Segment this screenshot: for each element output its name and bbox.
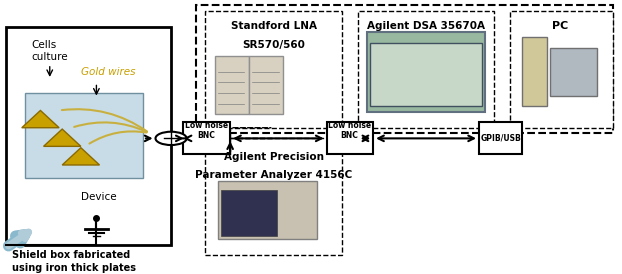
Text: using iron thick plates: using iron thick plates bbox=[12, 263, 136, 273]
Bar bbox=[221, 190, 277, 236]
Bar bbox=[358, 11, 494, 128]
Polygon shape bbox=[62, 148, 100, 165]
Text: Low noise
BNC: Low noise BNC bbox=[328, 121, 371, 140]
Bar bbox=[196, 5, 613, 133]
Polygon shape bbox=[44, 129, 81, 146]
Bar bbox=[249, 56, 283, 115]
Text: Standford LNA: Standford LNA bbox=[231, 21, 317, 31]
Bar bbox=[218, 181, 317, 239]
Bar bbox=[25, 93, 143, 178]
Bar bbox=[6, 27, 171, 245]
Text: SR570/560: SR570/560 bbox=[242, 40, 305, 50]
Text: GPIB/USB: GPIB/USB bbox=[480, 134, 521, 143]
Text: Agilent DSA 35670A: Agilent DSA 35670A bbox=[367, 21, 485, 31]
Bar bbox=[370, 42, 482, 106]
Text: Shield box fabricated: Shield box fabricated bbox=[12, 250, 131, 260]
Text: Cells
culture: Cells culture bbox=[31, 40, 68, 62]
Text: Gold wires: Gold wires bbox=[81, 67, 136, 76]
Bar bbox=[367, 32, 485, 112]
Bar bbox=[479, 122, 522, 154]
Bar bbox=[327, 122, 373, 154]
Bar bbox=[183, 122, 230, 154]
Bar bbox=[215, 56, 249, 115]
Polygon shape bbox=[22, 110, 59, 128]
Bar bbox=[510, 11, 613, 128]
Text: Agilent Precision: Agilent Precision bbox=[224, 152, 323, 162]
Text: Low noise
BNC: Low noise BNC bbox=[185, 121, 228, 140]
Circle shape bbox=[156, 132, 187, 145]
Text: PC: PC bbox=[552, 21, 568, 31]
Text: Device: Device bbox=[81, 192, 116, 202]
Bar bbox=[522, 37, 547, 106]
Bar bbox=[205, 138, 342, 255]
Text: Parameter Analyzer 4156C: Parameter Analyzer 4156C bbox=[195, 170, 352, 180]
Bar bbox=[205, 11, 342, 128]
Bar bbox=[550, 48, 597, 96]
